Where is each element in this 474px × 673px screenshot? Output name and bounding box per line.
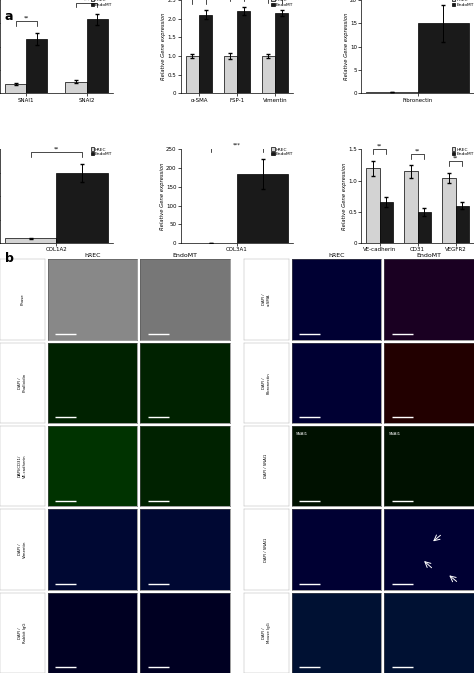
Bar (87, 20, 108, 94)
Text: **: ** (415, 148, 420, 153)
Bar (199, 15, 212, 94)
Text: DAPI /
Phalloidin: DAPI / Phalloidin (18, 374, 27, 392)
Bar (5, 238, 56, 243)
Legend: hREC, EndoMT: hREC, EndoMT (451, 147, 474, 157)
Text: SNAI1: SNAI1 (296, 431, 308, 435)
Bar (380, 203, 393, 243)
Y-axis label: Relative Gene expression: Relative Gene expression (161, 13, 166, 81)
Title: EndoMT: EndoMT (173, 252, 198, 258)
Bar (237, 174, 288, 243)
Text: ***: *** (82, 0, 91, 2)
Bar (262, 56, 275, 94)
Bar (418, 24, 469, 94)
Legend: hREC, EndoMT: hREC, EndoMT (90, 0, 113, 7)
Y-axis label: Relative Gene expression: Relative Gene expression (344, 13, 348, 81)
Bar (26, 39, 47, 94)
Bar (366, 92, 418, 94)
Bar (56, 173, 108, 243)
Bar (418, 212, 431, 243)
Bar (65, 81, 87, 94)
Text: DAPI / SNAI1: DAPI / SNAI1 (264, 454, 268, 479)
Text: DAPI /
Vimentin: DAPI / Vimentin (18, 541, 27, 559)
Bar (224, 56, 237, 94)
Text: DAPI /
Rabbit IgG: DAPI / Rabbit IgG (18, 623, 27, 643)
Text: **: ** (377, 144, 382, 149)
Text: **: ** (54, 147, 59, 152)
Text: **: ** (24, 16, 29, 21)
Text: **: ** (453, 156, 458, 161)
Text: DAPI /
α-SMA: DAPI / α-SMA (262, 293, 271, 306)
Legend: hREC, EndoMT: hREC, EndoMT (451, 0, 474, 7)
Text: b: b (5, 252, 14, 265)
Text: DAPI /
Mouse IgG: DAPI / Mouse IgG (262, 623, 271, 643)
Bar (456, 205, 469, 243)
Bar (366, 168, 380, 243)
Text: ***: *** (233, 142, 241, 147)
Legend: hREC, EndoMT: hREC, EndoMT (90, 147, 113, 157)
Bar (275, 13, 288, 94)
Bar (237, 11, 250, 94)
Text: DAPI / SNAI1: DAPI / SNAI1 (264, 537, 268, 562)
Text: Phase: Phase (20, 293, 25, 306)
Title: hREC: hREC (84, 252, 101, 258)
Text: DAPI/CD31/
VE-cadherin: DAPI/CD31/ VE-cadherin (18, 454, 27, 478)
Title: hREC: hREC (328, 252, 345, 258)
Bar (186, 56, 199, 94)
Y-axis label: Relative Gene expression: Relative Gene expression (342, 162, 347, 230)
Y-axis label: Relative Gene expression: Relative Gene expression (160, 162, 164, 230)
Text: a: a (5, 10, 13, 23)
Bar (442, 178, 456, 243)
Legend: hREC, EndoMT: hREC, EndoMT (271, 0, 293, 7)
Bar (404, 172, 418, 243)
Text: SNAI1: SNAI1 (389, 431, 401, 435)
Bar (5, 84, 26, 94)
Text: DAPI /
Fibronectin: DAPI / Fibronectin (262, 372, 271, 394)
Title: EndoMT: EndoMT (417, 252, 442, 258)
Legend: hREC, EndoMT: hREC, EndoMT (271, 147, 293, 157)
